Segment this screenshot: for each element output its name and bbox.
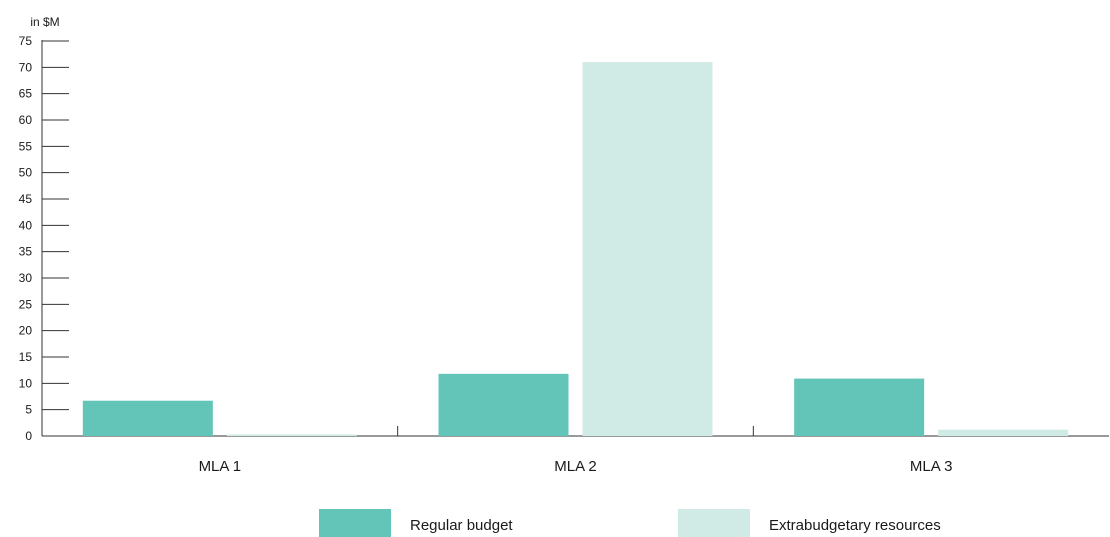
x-category-label: MLA 1 <box>199 458 242 475</box>
y-tick-label: 40 <box>19 218 33 232</box>
x-axis: MLA 1 MLA 2 MLA 3 <box>42 426 1109 475</box>
legend-label: Regular budget <box>410 517 513 534</box>
y-tick-label: 75 <box>19 34 33 48</box>
bars <box>82 62 1069 437</box>
y-tick-label: 60 <box>19 113 33 127</box>
y-tick-label: 0 <box>25 429 32 443</box>
y-axis: 0 5 10 15 20 25 30 35 40 45 50 55 60 65 70 75 <box>19 34 69 443</box>
bar <box>794 378 925 436</box>
y-tick-label: 70 <box>19 60 33 74</box>
y-tick-label: 30 <box>19 271 33 285</box>
bar <box>226 434 357 436</box>
y-tick-label: 10 <box>19 376 33 390</box>
y-tick-label: 20 <box>19 324 33 338</box>
bar <box>938 429 1069 436</box>
y-tick-label: 5 <box>25 403 32 417</box>
x-category-label: MLA 2 <box>554 458 597 475</box>
legend-swatch <box>319 509 391 537</box>
y-tick-label: 35 <box>19 245 33 259</box>
bar <box>582 62 713 437</box>
legend: Regular budget Extrabudgetary resources <box>319 509 941 537</box>
legend-label: Extrabudgetary resources <box>769 517 941 534</box>
y-tick-label: 65 <box>19 87 33 101</box>
y-tick-label: 50 <box>19 166 33 180</box>
y-tick-label: 45 <box>19 192 33 206</box>
x-category-label: MLA 3 <box>910 458 953 475</box>
y-tick-label: 25 <box>19 297 33 311</box>
y-tick-label: 15 <box>19 350 33 364</box>
bar <box>438 373 569 436</box>
bar <box>82 400 213 436</box>
legend-swatch <box>678 509 750 537</box>
y-axis-unit-label: in $M <box>30 15 59 29</box>
y-tick-label: 55 <box>19 139 33 153</box>
